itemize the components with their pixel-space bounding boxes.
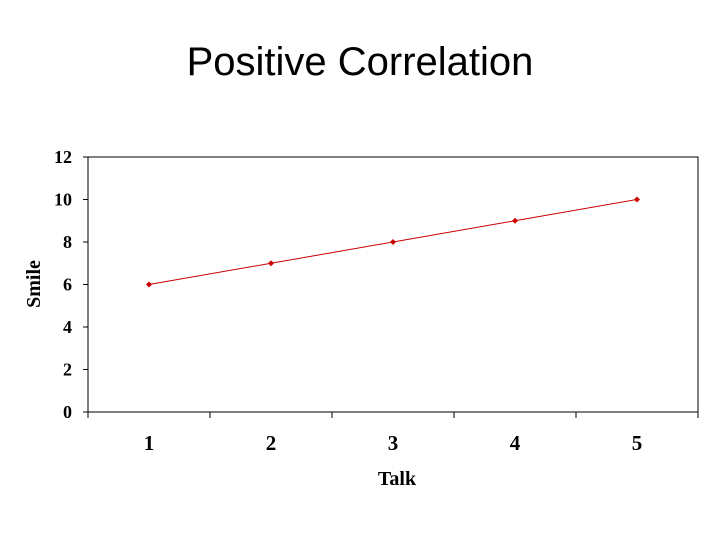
x-tick-label: 1 bbox=[144, 431, 155, 455]
data-point bbox=[512, 217, 518, 224]
slide-title: Positive Correlation bbox=[186, 40, 534, 84]
y-tick-label: 0 bbox=[63, 402, 72, 422]
plot-area bbox=[87, 156, 699, 413]
y-tick-label: 2 bbox=[63, 360, 72, 380]
data-point bbox=[390, 239, 396, 245]
x-tick-label: 3 bbox=[388, 431, 399, 455]
data-point bbox=[268, 260, 274, 267]
x-axis: 1 2 3 4 5 bbox=[87, 412, 699, 455]
y-tick-label: 12 bbox=[54, 147, 72, 167]
y-tick-label: 4 bbox=[63, 317, 72, 337]
y-tick-label: 8 bbox=[63, 232, 72, 252]
y-tick-label: 10 bbox=[54, 190, 72, 210]
y-axis-title: Smile bbox=[23, 260, 45, 308]
x-tick-label: 4 bbox=[510, 431, 521, 455]
x-tick-label: 5 bbox=[632, 431, 643, 455]
y-tick-label: 6 bbox=[63, 275, 72, 295]
series bbox=[146, 196, 640, 288]
x-tick-label: 2 bbox=[266, 431, 277, 455]
data-point bbox=[634, 196, 640, 203]
y-axis: 0 2 4 6 8 10 12 bbox=[54, 147, 88, 422]
x-axis-title: Talk bbox=[378, 468, 417, 490]
data-point bbox=[146, 281, 152, 288]
